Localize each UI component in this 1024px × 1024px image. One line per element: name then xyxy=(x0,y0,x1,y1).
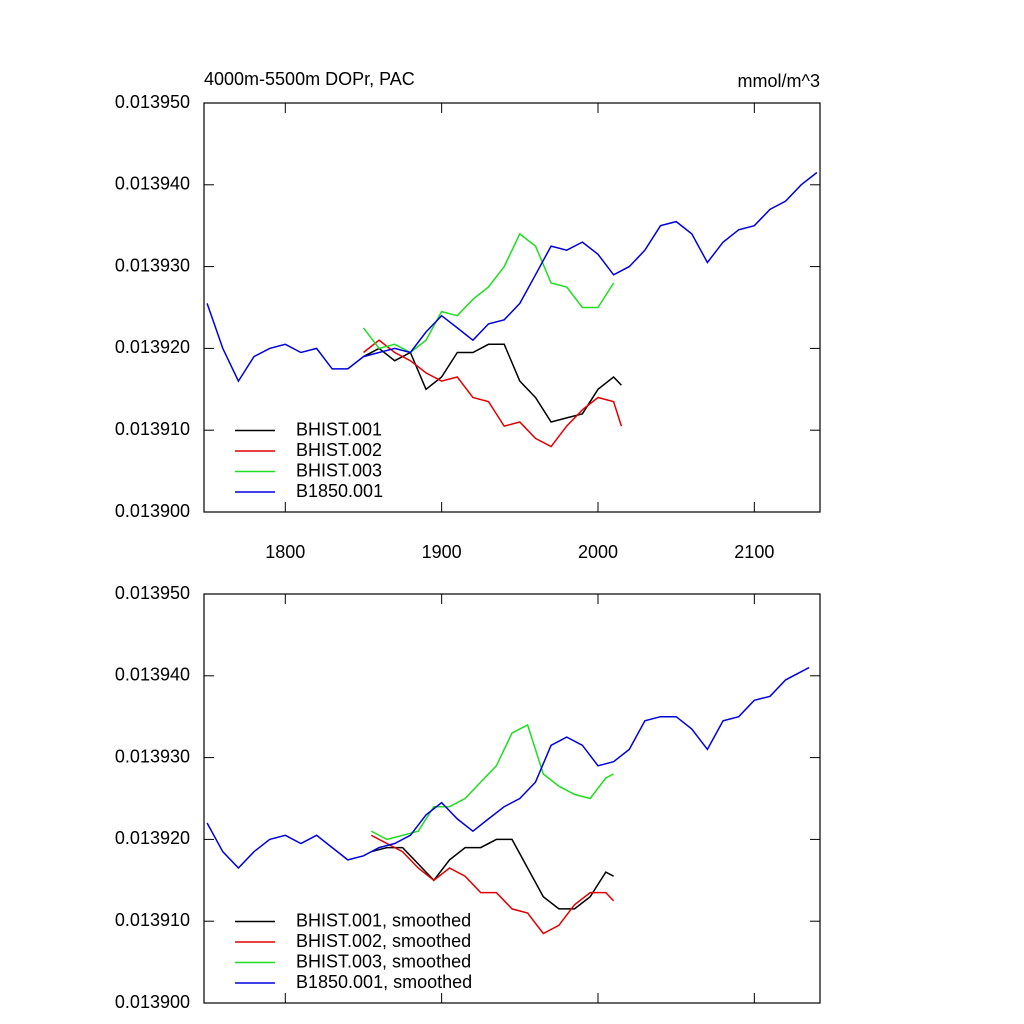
series-line xyxy=(206,171,818,383)
y-tick-label: 0.013900 xyxy=(115,992,190,1012)
chart-title: 4000m-5500m DOPr, PAC xyxy=(204,69,415,89)
plot-frame xyxy=(203,593,821,1004)
y-tick-label: 0.013920 xyxy=(115,828,190,848)
y-tick-label: 0.013910 xyxy=(115,419,190,439)
legend-label: B1850.001 xyxy=(296,481,383,501)
x-tick-label: 2000 xyxy=(578,542,618,562)
series-line xyxy=(206,666,810,870)
y-tick-label: 0.013940 xyxy=(115,665,190,685)
legend-label: BHIST.001, smoothed xyxy=(296,910,471,930)
x-tick-label: 1800 xyxy=(265,542,305,562)
legend-label: BHIST.002, smoothed xyxy=(296,931,471,951)
legend-label: BHIST.003, smoothed xyxy=(296,951,471,971)
y-tick-label: 0.013940 xyxy=(115,174,190,194)
series-line xyxy=(363,339,623,448)
y-tick-label: 0.013900 xyxy=(115,501,190,521)
plot-frame xyxy=(203,102,821,513)
legend-label: BHIST.003 xyxy=(296,460,382,480)
series-line xyxy=(363,343,622,423)
y-tick-label: 0.013930 xyxy=(115,746,190,766)
y-tick-label: 0.013950 xyxy=(115,583,190,603)
y-tick-label: 0.013920 xyxy=(115,337,190,357)
series-line xyxy=(362,232,615,354)
x-tick-label: 1900 xyxy=(422,542,462,562)
series-line xyxy=(370,834,615,935)
units-label: mmol/m^3 xyxy=(738,71,820,91)
x-tick-label: 2100 xyxy=(734,542,774,562)
legend-label: BHIST.001 xyxy=(296,419,382,439)
legend-label: B1850.001, smoothed xyxy=(296,972,472,992)
y-tick-label: 0.013910 xyxy=(115,910,190,930)
y-tick-label: 0.013950 xyxy=(115,92,190,112)
series-line xyxy=(371,838,614,910)
legend-label: BHIST.002 xyxy=(296,440,382,460)
y-tick-label: 0.013930 xyxy=(115,255,190,275)
